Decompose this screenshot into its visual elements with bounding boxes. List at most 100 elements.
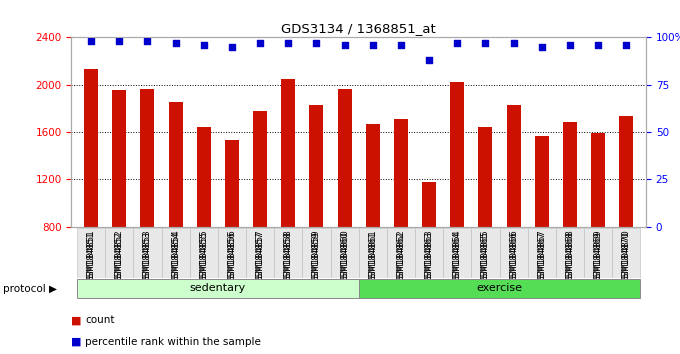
FancyBboxPatch shape [274, 228, 303, 278]
Bar [282, 79, 295, 227]
Text: GSM184852: GSM184852 [115, 232, 124, 285]
Text: GSM184863: GSM184863 [424, 232, 434, 285]
Bar [112, 90, 126, 227]
Text: protocol ▶: protocol ▶ [3, 284, 57, 293]
Point [283, 40, 294, 46]
Text: GSM184855: GSM184855 [199, 229, 208, 282]
Text: exercise: exercise [477, 283, 522, 293]
FancyBboxPatch shape [471, 228, 500, 278]
FancyBboxPatch shape [77, 228, 105, 278]
Text: GSM184866: GSM184866 [509, 232, 518, 285]
Point [621, 42, 632, 47]
Text: GSM184862: GSM184862 [396, 229, 405, 282]
FancyBboxPatch shape [415, 228, 443, 278]
Point [424, 57, 435, 63]
Point [86, 38, 97, 44]
Point [367, 42, 378, 47]
Point [537, 44, 547, 50]
Point [226, 44, 237, 50]
Point [480, 40, 491, 46]
Bar [534, 136, 549, 227]
Text: GSM184853: GSM184853 [143, 232, 152, 285]
Bar [450, 82, 464, 227]
Text: GSM184869: GSM184869 [594, 229, 602, 282]
Bar [507, 105, 521, 227]
Text: GSM184862: GSM184862 [396, 232, 405, 285]
Text: GSM184859: GSM184859 [312, 232, 321, 284]
Point [452, 40, 462, 46]
Point [199, 42, 209, 47]
Text: GSM184864: GSM184864 [453, 232, 462, 285]
FancyBboxPatch shape [303, 228, 330, 278]
FancyBboxPatch shape [528, 228, 556, 278]
Text: GSM184853: GSM184853 [143, 229, 152, 282]
Text: GSM184865: GSM184865 [481, 229, 490, 282]
Bar [309, 105, 324, 227]
Point [564, 42, 575, 47]
Text: GSM184870: GSM184870 [622, 229, 631, 282]
Text: GSM184868: GSM184868 [566, 232, 575, 285]
Bar [225, 140, 239, 227]
Text: GSM184869: GSM184869 [594, 232, 602, 284]
Bar [394, 119, 408, 227]
Text: GSM184861: GSM184861 [369, 229, 377, 282]
Bar [479, 127, 492, 227]
Bar [84, 69, 98, 227]
Text: GSM184851: GSM184851 [86, 229, 96, 282]
Point [170, 40, 181, 46]
Text: GSM184867: GSM184867 [537, 232, 546, 285]
FancyBboxPatch shape [190, 228, 218, 278]
Text: GSM184854: GSM184854 [171, 232, 180, 285]
Point [339, 42, 350, 47]
Text: ■: ■ [71, 315, 82, 325]
Text: GSM184866: GSM184866 [509, 229, 518, 282]
Text: GSM184863: GSM184863 [424, 229, 434, 282]
FancyBboxPatch shape [330, 228, 359, 278]
FancyBboxPatch shape [612, 228, 641, 278]
Text: GSM184865: GSM184865 [481, 232, 490, 285]
Text: GSM184858: GSM184858 [284, 232, 293, 285]
Text: GSM184856: GSM184856 [227, 229, 237, 282]
Title: GDS3134 / 1368851_at: GDS3134 / 1368851_at [282, 22, 436, 35]
Point [255, 40, 266, 46]
Text: GSM184854: GSM184854 [171, 229, 180, 282]
Text: GSM184864: GSM184864 [453, 229, 462, 282]
Text: count: count [85, 315, 114, 325]
Text: ■: ■ [71, 337, 82, 347]
Text: GSM184857: GSM184857 [256, 232, 265, 285]
Text: GSM184868: GSM184868 [566, 229, 575, 282]
Text: GSM184855: GSM184855 [199, 232, 208, 285]
FancyBboxPatch shape [359, 228, 387, 278]
Text: GSM184857: GSM184857 [256, 229, 265, 282]
FancyBboxPatch shape [77, 279, 359, 298]
Point [311, 40, 322, 46]
Bar [140, 89, 154, 227]
Bar [619, 116, 633, 227]
Point [142, 38, 153, 44]
Bar [366, 124, 380, 227]
FancyBboxPatch shape [133, 228, 162, 278]
FancyBboxPatch shape [500, 228, 528, 278]
Text: GSM184852: GSM184852 [115, 229, 124, 282]
Text: GSM184860: GSM184860 [340, 229, 349, 282]
Text: GSM184851: GSM184851 [86, 232, 96, 285]
Text: sedentary: sedentary [190, 283, 246, 293]
FancyBboxPatch shape [218, 228, 246, 278]
FancyBboxPatch shape [359, 279, 641, 298]
Bar [337, 89, 352, 227]
Text: GSM184858: GSM184858 [284, 229, 293, 282]
Text: GSM184861: GSM184861 [369, 232, 377, 285]
Text: GSM184870: GSM184870 [622, 232, 631, 285]
Point [396, 42, 407, 47]
Text: GSM184867: GSM184867 [537, 229, 546, 282]
Bar [197, 127, 211, 227]
FancyBboxPatch shape [105, 228, 133, 278]
FancyBboxPatch shape [162, 228, 190, 278]
Point [593, 42, 604, 47]
FancyBboxPatch shape [443, 228, 471, 278]
Bar [253, 110, 267, 227]
Text: GSM184859: GSM184859 [312, 229, 321, 282]
Point [114, 38, 124, 44]
FancyBboxPatch shape [387, 228, 415, 278]
Bar [563, 122, 577, 227]
